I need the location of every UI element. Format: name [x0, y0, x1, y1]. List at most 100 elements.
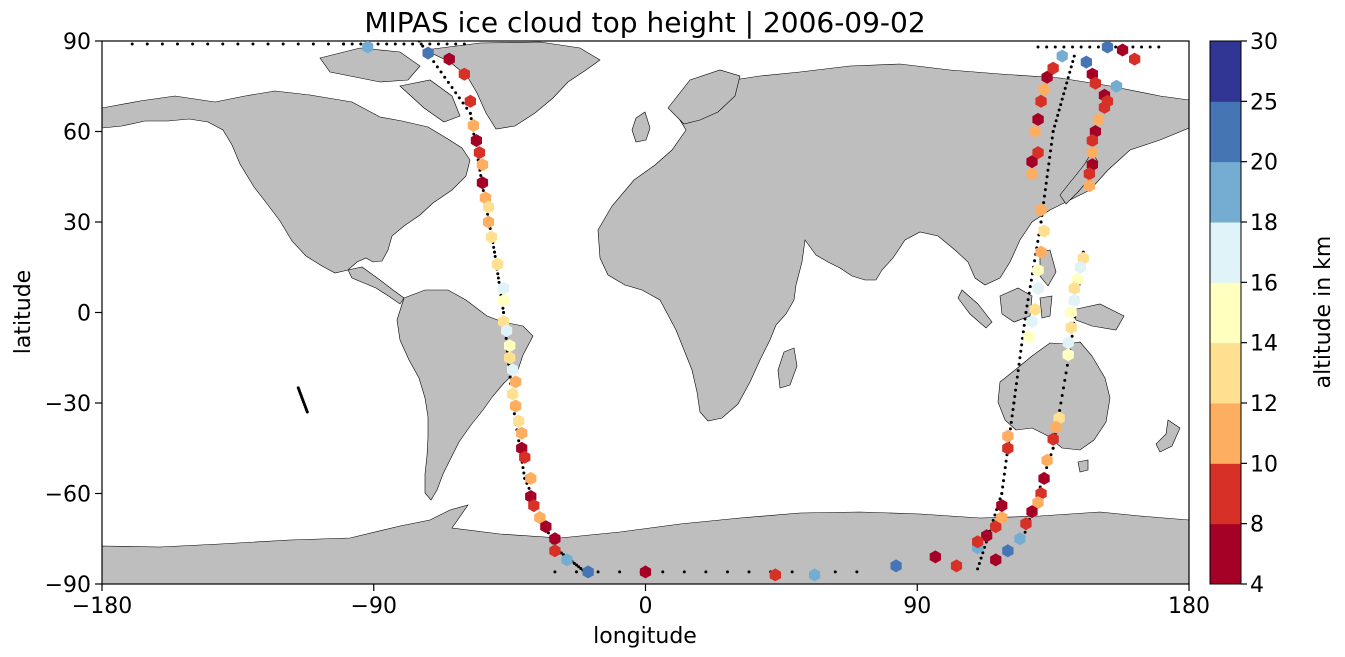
track-dot — [296, 42, 300, 46]
cloud-marker — [972, 535, 984, 549]
antarctica-landmass — [102, 504, 1189, 584]
cloud-marker — [1086, 146, 1098, 160]
track-dot — [1062, 45, 1066, 49]
track-dot — [428, 42, 432, 46]
track-dot — [1071, 45, 1075, 49]
cloud-marker — [981, 529, 993, 543]
cloud-marker — [510, 399, 522, 413]
track-dot — [1063, 378, 1067, 382]
cloud-marker — [1026, 315, 1038, 329]
track-dot — [1148, 45, 1152, 49]
cloud-marker — [1038, 82, 1050, 96]
cloud-marker — [990, 520, 1002, 534]
cloud-marker — [1047, 432, 1059, 446]
cloud-marker — [467, 119, 479, 132]
track-dot — [501, 306, 505, 310]
x-tick-label: 180 — [1168, 594, 1210, 619]
cloud-marker — [510, 375, 522, 389]
track-dot — [1061, 386, 1065, 390]
track-dot — [1023, 317, 1027, 321]
track-dot — [443, 75, 447, 79]
y-tick-label: 30 — [63, 211, 91, 236]
track-dot — [504, 336, 508, 340]
track-dot — [385, 42, 389, 46]
track-dot — [281, 42, 285, 46]
cloud-marker — [582, 565, 594, 579]
cloud-marker — [929, 550, 941, 564]
cloud-marker — [1101, 94, 1114, 108]
track-dot — [435, 65, 439, 69]
track-dot — [979, 556, 983, 560]
track-dot — [991, 518, 995, 522]
track-dot — [311, 42, 315, 46]
track-dot — [553, 570, 557, 574]
track-dot — [1068, 70, 1072, 74]
y-tick-label: −90 — [45, 573, 91, 598]
cloud-marker — [1032, 263, 1044, 277]
track-dot — [579, 566, 583, 570]
cloud-marker — [1002, 544, 1014, 558]
cloud-marker — [507, 387, 519, 401]
cloud-marker — [1068, 281, 1080, 295]
track-dot — [432, 60, 436, 64]
track-dot — [445, 42, 449, 46]
arctic-islands-landmass — [319, 47, 421, 83]
greenland-landmass — [423, 41, 601, 130]
colorbar-segment — [1210, 41, 1241, 102]
track-dot — [1002, 479, 1006, 483]
cloud-marker — [1129, 52, 1141, 66]
track-dot — [574, 570, 578, 574]
cloud-marker — [1038, 471, 1050, 485]
track-dot — [1045, 45, 1049, 49]
x-tick-label: −90 — [351, 594, 397, 619]
track-dot — [465, 106, 469, 110]
track-dot — [1066, 76, 1070, 80]
track-dot — [1045, 175, 1049, 179]
track-dot — [305, 410, 309, 414]
track-dot — [521, 466, 525, 470]
track-dot — [266, 42, 270, 46]
track-dot — [1069, 65, 1073, 69]
track-dot — [359, 42, 363, 46]
cloud-marker — [1110, 79, 1123, 93]
x-tick-label: 0 — [639, 594, 653, 619]
track-dot — [1071, 59, 1075, 63]
track-dot — [1070, 334, 1074, 338]
track-dot — [417, 41, 421, 43]
y-tick-label: 0 — [77, 302, 91, 327]
track-dot — [747, 570, 751, 574]
cloud-marker — [1041, 453, 1053, 467]
track-dot — [661, 570, 665, 574]
chart-title: MIPAS ice cloud top height | 2006-09-02 — [364, 6, 925, 39]
sulawesi-landmass — [1039, 295, 1053, 319]
colorbar-tick-label: 25 — [1250, 90, 1278, 115]
cloud-marker — [443, 52, 455, 66]
track-dot — [486, 212, 490, 216]
cloud-marker — [1116, 43, 1129, 57]
colorbar-segment — [1210, 342, 1241, 404]
scandinavia-landmass — [667, 69, 741, 125]
britain-landmass — [631, 111, 651, 143]
track-dot — [1036, 45, 1040, 49]
track-dot — [1036, 239, 1040, 243]
track-dot — [1022, 323, 1026, 327]
colorbar-label: altitude in km — [1311, 236, 1336, 389]
track-dot — [1051, 446, 1055, 450]
track-dot — [1014, 382, 1018, 386]
cloud-marker — [1035, 203, 1047, 217]
colorbar-segment — [1210, 161, 1241, 223]
cloud-marker — [504, 339, 516, 353]
track-dot — [492, 245, 496, 249]
track-dot — [1027, 291, 1031, 295]
track-dot — [1023, 530, 1027, 534]
track-dot — [1054, 119, 1058, 123]
y-axis-label: latitude — [11, 270, 36, 354]
colorbar-frame — [1209, 40, 1242, 585]
cloud-marker — [501, 324, 513, 338]
track-dot — [469, 117, 473, 121]
track-dot — [1016, 369, 1020, 373]
cloud-marker — [561, 553, 573, 567]
cloud-marker — [1086, 134, 1098, 148]
cloud-marker — [476, 176, 489, 190]
track-dot — [1056, 113, 1060, 117]
